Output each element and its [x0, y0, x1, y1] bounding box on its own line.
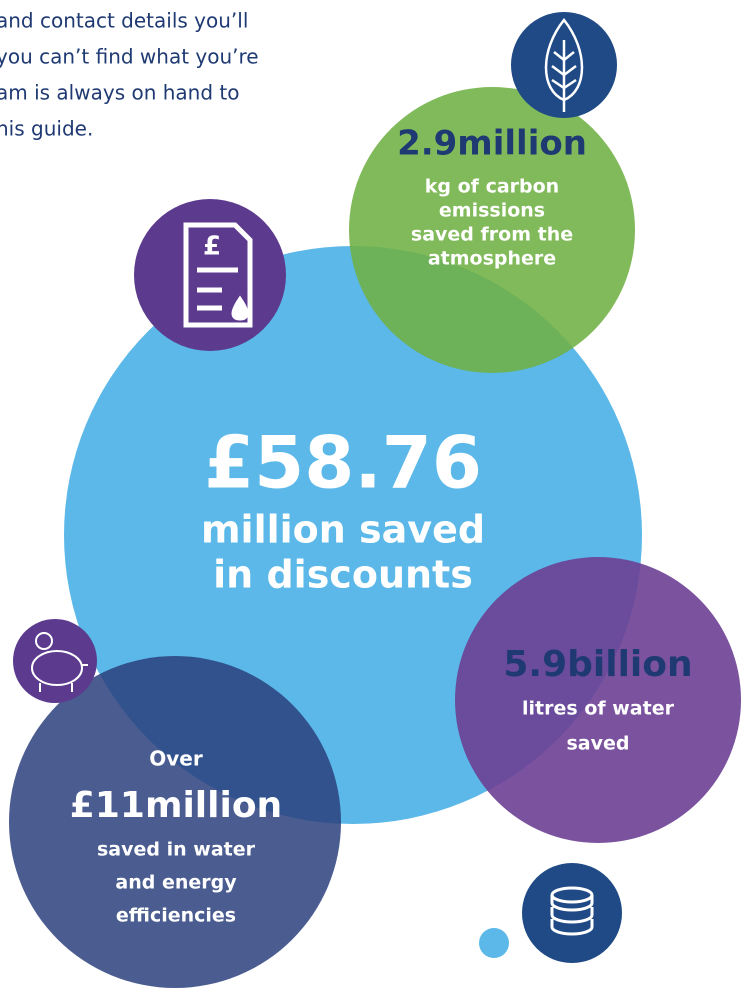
stat-headline: 2.9million	[397, 124, 587, 164]
piggy-icon-circle	[13, 619, 97, 703]
stat-line: saved in water	[97, 839, 256, 861]
stat-headline: £58.76	[204, 421, 482, 505]
stat-headline: £11million	[70, 785, 282, 826]
intro-line: am is always on hand to	[0, 81, 239, 105]
stat-line: million saved	[201, 508, 485, 552]
coins-icon-circle	[522, 863, 622, 963]
intro-line: his guide.	[0, 117, 93, 141]
stat-line: litres of water	[522, 698, 675, 720]
water-circle	[455, 557, 741, 843]
stat-line: kg of carbon	[425, 176, 559, 198]
intro-line: you can’t find what you’re	[0, 45, 259, 69]
stat-line: efficiencies	[116, 905, 236, 927]
piggy-icon	[31, 632, 88, 692]
stat-line: emissions	[439, 200, 545, 222]
bill-icon	[183, 222, 253, 328]
stat-prefix: Over	[149, 747, 203, 771]
stat-headline: 5.9billion	[503, 644, 692, 685]
coins-icon	[550, 886, 594, 936]
carbon-circle	[349, 87, 635, 373]
leaf-icon	[544, 17, 584, 112]
stat-line: in discounts	[213, 553, 473, 597]
dot	[479, 928, 509, 958]
bill-icon-circle	[134, 199, 286, 351]
efficiency-circle	[9, 656, 341, 988]
intro-line: and contact details you’ll	[0, 9, 248, 33]
pound-sign: £	[203, 232, 221, 262]
stat-line: saved	[566, 733, 629, 755]
stat-line: saved from the	[411, 224, 573, 246]
stat-line: atmosphere	[428, 248, 556, 270]
stat-line: and energy	[115, 872, 237, 894]
